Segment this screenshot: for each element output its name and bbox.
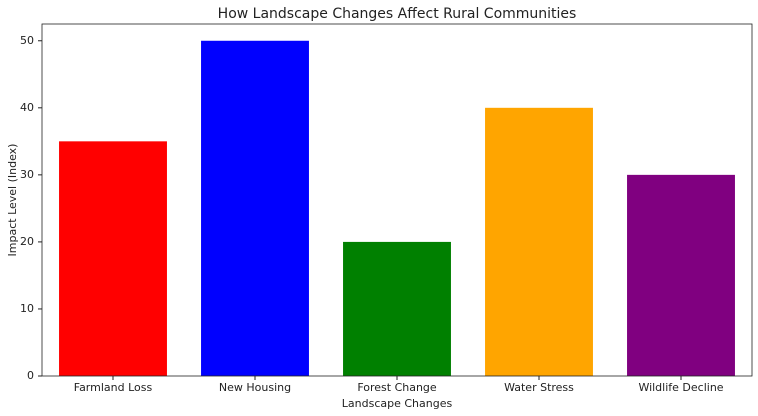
y-axis-label: Impact Level (Index) xyxy=(6,144,19,257)
y-tick-label: 50 xyxy=(20,34,34,47)
x-tick-label: New Housing xyxy=(219,381,291,394)
y-tick-label: 0 xyxy=(27,369,34,382)
chart-title: How Landscape Changes Affect Rural Commu… xyxy=(218,6,577,22)
bar xyxy=(343,241,451,376)
bar xyxy=(485,107,593,377)
plot-frame xyxy=(41,23,753,377)
y-tick-label: 10 xyxy=(20,302,34,315)
bar xyxy=(627,174,735,376)
bar xyxy=(201,40,309,377)
x-tick-label: Water Stress xyxy=(504,381,574,394)
bar xyxy=(59,141,167,376)
x-tick-label: Wildlife Decline xyxy=(638,381,723,394)
x-axis-label: Landscape Changes xyxy=(342,397,453,410)
x-tick-label: Forest Change xyxy=(357,381,437,394)
y-tick-label: 30 xyxy=(20,168,34,181)
y-tick-label: 40 xyxy=(20,101,34,114)
y-tick-label: 20 xyxy=(20,235,34,248)
x-tick-label: Farmland Loss xyxy=(74,381,153,394)
